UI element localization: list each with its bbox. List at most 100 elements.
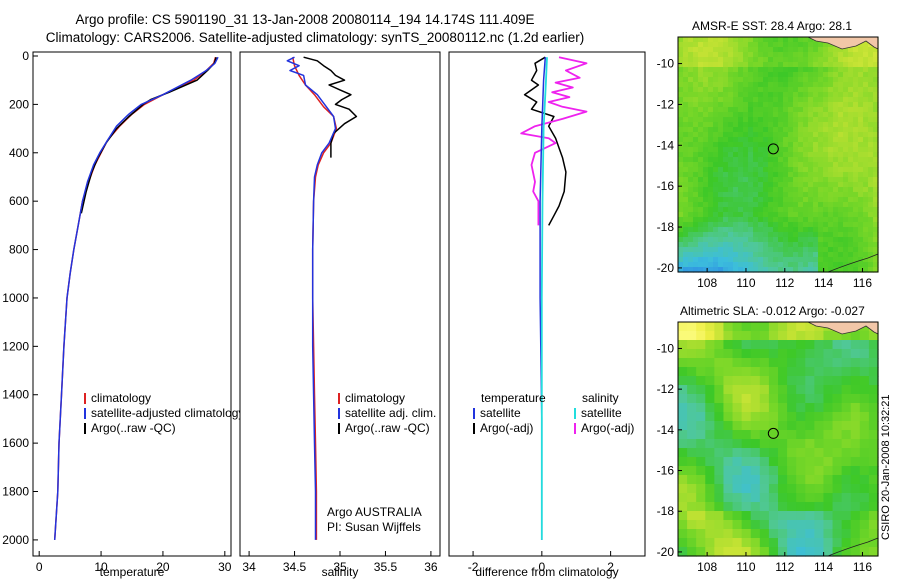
- temperature-ytick-label: 1400: [2, 388, 29, 402]
- sla-map-cell: [687, 448, 697, 458]
- sst-map-cell: [713, 102, 719, 108]
- sla-map-cell: [714, 349, 725, 359]
- diff-sal-argo-line: [520, 56, 588, 226]
- sst-map-cell: [758, 82, 764, 88]
- sst-map-cell: [873, 192, 879, 198]
- sst-map-cell: [713, 237, 719, 243]
- sst-map-cell: [723, 217, 729, 223]
- sst-map-cell: [813, 72, 819, 78]
- sst-map-cell: [678, 62, 684, 68]
- sst-map-cell: [723, 157, 729, 163]
- sst-map-cell: [788, 137, 794, 143]
- sst-map-cell: [863, 52, 869, 58]
- sla-map-cell: [723, 412, 734, 422]
- sst-map-cell: [798, 237, 804, 243]
- sst-map-cell: [733, 152, 739, 158]
- sst-map-cell: [733, 207, 739, 213]
- sst-map-cell: [823, 122, 829, 128]
- temperature-ytick-label: 0: [22, 49, 29, 63]
- sst-map-cell: [788, 122, 794, 128]
- sst-map-cell: [773, 197, 779, 203]
- diff-legend-sal-heading: salinity: [582, 391, 619, 405]
- sla-map-cell: [732, 385, 743, 395]
- sst-map-cell: [708, 102, 714, 108]
- sst-map-cell: [813, 137, 819, 143]
- sst-map-cell: [803, 157, 809, 163]
- sla-map-cell: [823, 412, 834, 422]
- sla-map-cell: [778, 322, 788, 332]
- sst-map-cell: [773, 132, 779, 138]
- sst-map-cell: [853, 102, 859, 108]
- sst-map-cell: [733, 122, 739, 128]
- sst-map-cell: [838, 132, 844, 138]
- sst-map-cell: [763, 247, 769, 253]
- sla-map-cell: [705, 331, 715, 341]
- sst-map-cell: [718, 102, 724, 108]
- sla-map-cell: [714, 520, 725, 530]
- sst-map-cell: [763, 197, 769, 203]
- sla-map-cell: [705, 349, 715, 359]
- sst-map-cell: [678, 122, 684, 128]
- sst-map-cell: [698, 192, 704, 198]
- sst-map-cell: [808, 247, 814, 253]
- sst-map-cell: [853, 182, 859, 188]
- sla-map-cell: [723, 475, 734, 485]
- sla-map-cell: [796, 340, 806, 350]
- sst-map-cell: [853, 52, 859, 58]
- sst-map-cell: [693, 207, 699, 213]
- sst-map-cell: [758, 207, 764, 213]
- sst-map-cell: [763, 107, 769, 113]
- sst-map-cell: [733, 92, 739, 98]
- sst-map-cell: [783, 262, 789, 268]
- sst-map-cell: [748, 197, 754, 203]
- sla-map-ytick-label: -14: [657, 423, 675, 437]
- sla-map-cell: [805, 520, 815, 530]
- sst-map-cell: [698, 117, 704, 123]
- sst-map-cell: [703, 142, 709, 148]
- sst-map-cell: [823, 267, 829, 273]
- sla-map-cell: [841, 502, 852, 512]
- sst-map-cell: [808, 212, 814, 218]
- sst-map-cell: [838, 247, 844, 253]
- sst-map-cell: [863, 72, 869, 78]
- sst-map-cell: [683, 212, 689, 218]
- sst-map-cell: [753, 267, 759, 273]
- sst-map-cell: [698, 177, 704, 183]
- sst-map-cell: [808, 132, 814, 138]
- sst-map-cell: [798, 127, 804, 133]
- sst-map-cell: [803, 37, 809, 43]
- sla-map-cell: [805, 421, 815, 431]
- sst-map-cell: [698, 82, 704, 88]
- sst-map-cell: [833, 237, 839, 243]
- sst-map-cell: [798, 187, 804, 193]
- sst-map-cell: [843, 177, 849, 183]
- sla-map-cell: [723, 403, 734, 413]
- sla-map-cell: [759, 457, 770, 467]
- sst-map-cell: [768, 247, 774, 253]
- sst-map-cell: [688, 212, 694, 218]
- sst-map-cell: [833, 242, 839, 248]
- sst-map-cell: [683, 202, 689, 208]
- sla-map-cell: [723, 430, 734, 440]
- sst-map-cell: [868, 62, 874, 68]
- sla-map-cell: [723, 457, 734, 467]
- sst-map-cell: [738, 37, 744, 43]
- sst-map-cell: [808, 37, 814, 43]
- sst-map-cell: [868, 52, 874, 58]
- sst-map-cell: [748, 162, 754, 168]
- sla-map-cell: [696, 331, 706, 341]
- sst-map-cell: [708, 267, 714, 273]
- sst-map-cell: [708, 227, 714, 233]
- sla-map-cell: [696, 493, 706, 503]
- sla-map-cell: [759, 511, 770, 521]
- sla-map-cell: [787, 475, 797, 485]
- sst-map-cell: [773, 62, 779, 68]
- sst-map-cell: [758, 137, 764, 143]
- sla-map-cell: [732, 403, 743, 413]
- sst-map-cell: [713, 167, 719, 173]
- sst-map-cell: [803, 137, 809, 143]
- sst-map-cell: [678, 232, 684, 238]
- sla-map-cell: [678, 466, 688, 476]
- sst-map-cell: [698, 57, 704, 63]
- temperature-xtick-label: 30: [218, 560, 232, 574]
